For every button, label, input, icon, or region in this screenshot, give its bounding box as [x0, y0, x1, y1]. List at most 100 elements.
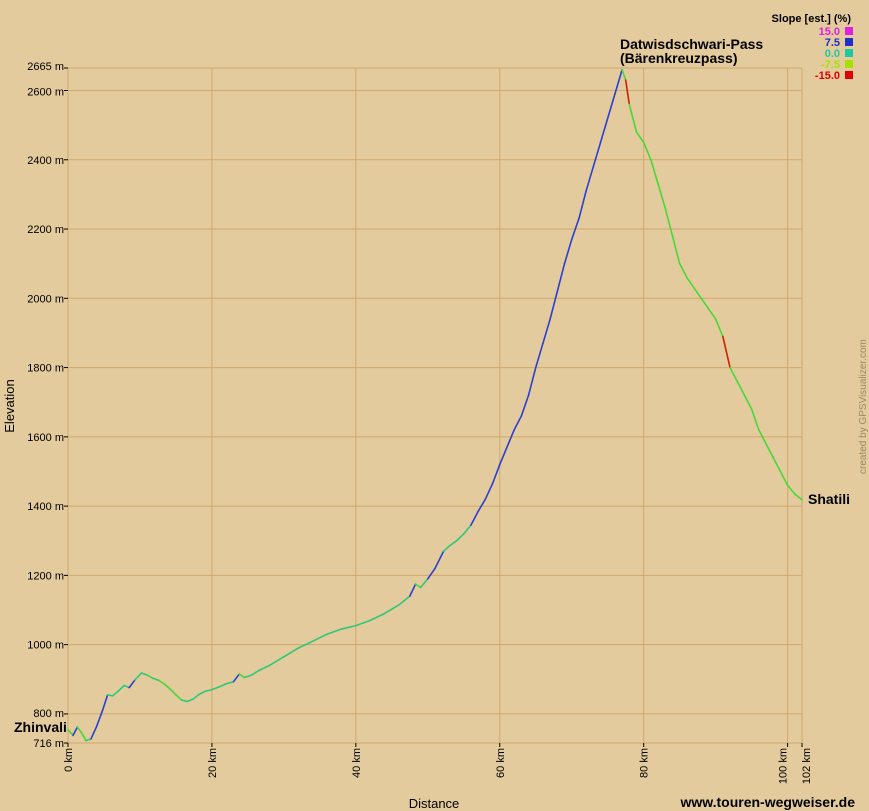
profile-segment: [624, 79, 631, 106]
profile-segment: [218, 682, 228, 688]
profile-segment: [434, 550, 445, 570]
x-tick-label: 0 km: [63, 748, 75, 772]
slope-legend-swatch: [845, 38, 853, 46]
start-label-zhinvali: Zhinvali: [14, 719, 67, 735]
profile-segment: [146, 674, 154, 680]
profile-segment: [520, 394, 530, 417]
profile-segment: [671, 235, 681, 265]
profile-segment: [491, 463, 501, 485]
profile-segment: [448, 539, 458, 547]
profile-segment: [714, 318, 724, 338]
credit-text: created by GPSVisualizer.com: [858, 339, 869, 474]
profile-segment: [67, 728, 74, 737]
profile-segment: [642, 141, 652, 161]
profile-segment: [506, 429, 515, 449]
y-tick-label: 1000 m: [27, 640, 64, 652]
profile-segment: [470, 510, 479, 526]
profile-segment: [250, 669, 260, 676]
profile-segment: [283, 647, 300, 658]
x-tick-label: 40 km: [351, 748, 363, 778]
profile-segment: [693, 287, 703, 300]
profile-segment: [606, 93, 616, 120]
profile-segment: [592, 141, 602, 168]
profile-segment: [563, 238, 573, 265]
profile-segment: [90, 725, 98, 740]
profile-segment: [794, 493, 803, 501]
x-tick-label: 80 km: [639, 748, 651, 778]
y-axis-ticks: 716 m 800 m 1000 m 1200 m 1400 m 1600 m 1800 m…: [27, 61, 68, 750]
profile-segment: [211, 686, 220, 691]
profile-segment: [442, 545, 451, 552]
slope-legend-label: 7.5: [825, 37, 840, 49]
profile-segment: [736, 380, 746, 397]
profile-segment: [765, 442, 775, 459]
profile-segment: [123, 684, 130, 689]
profile-segment: [257, 664, 271, 672]
profile-segment: [355, 619, 372, 627]
slope-legend-label: 15.0: [819, 26, 840, 38]
profile-segment: [95, 709, 104, 727]
pass-sublabel: (Bärenkreuzpass): [620, 50, 738, 66]
y-tick-label: 1200 m: [27, 570, 64, 582]
profile-segment: [192, 693, 200, 700]
end-label-shatili: Shatili: [808, 491, 850, 507]
grid-lines: [67, 67, 803, 744]
profile-segment: [152, 677, 160, 682]
slope-legend-label: -7.5: [821, 59, 840, 71]
profile-segment: [243, 674, 253, 679]
profile-segment: [340, 624, 357, 630]
y-tick-label: 2200 m: [27, 224, 64, 236]
profile-segment: [134, 672, 143, 681]
slope-legend-label: 0.0: [825, 48, 840, 60]
profile-segment: [72, 726, 79, 737]
slope-legend-label: -15.0: [815, 70, 840, 82]
profile-segment: [585, 165, 595, 192]
profile-segment: [484, 482, 494, 500]
profile-segment: [203, 688, 213, 693]
profile-segment: [76, 726, 83, 734]
x-axis-title: Distance: [409, 796, 460, 811]
profile-segment: [297, 640, 314, 649]
profile-segment: [186, 698, 195, 703]
profile-segment: [477, 498, 487, 513]
slope-legend-swatch: [845, 60, 853, 68]
y-tick-label: 800 m: [33, 708, 64, 720]
profile-segment: [614, 68, 623, 95]
profile-segment: [686, 276, 695, 289]
profile-segment: [128, 679, 136, 689]
profile-segment: [621, 68, 627, 81]
profile-segment: [175, 694, 183, 701]
profile-segment: [311, 633, 328, 642]
profile-segment: [111, 690, 120, 697]
slope-legend-swatch: [845, 27, 853, 35]
x-axis-ticks: 0 km 20 km 40 km 60 km 80 km 100 km 102 km: [63, 743, 813, 784]
profile-segment: [369, 612, 386, 622]
profile-segment: [232, 673, 241, 683]
slope-legend-swatch: [845, 71, 853, 79]
profile-segment: [140, 672, 148, 676]
profile-segment: [650, 158, 659, 185]
profile-segment: [786, 484, 796, 495]
profile-segment: [513, 415, 523, 431]
profile-segment: [498, 446, 508, 466]
profile-segment: [85, 738, 92, 742]
slope-legend-swatch: [845, 49, 853, 57]
profile-segment: [462, 524, 472, 535]
profile-segment: [729, 366, 739, 383]
profile-segment: [542, 318, 551, 345]
profile-segment: [326, 628, 343, 636]
profile-segment: [599, 117, 609, 144]
y-tick-label: 716 m: [33, 738, 64, 750]
x-tick-label: 102 km: [801, 748, 813, 784]
profile-segment: [157, 679, 166, 685]
profile-segment: [169, 688, 177, 696]
profile-segment: [664, 207, 674, 237]
y-axis-title: Elevation: [2, 379, 17, 432]
y-tick-label: 1600 m: [27, 432, 64, 444]
profile-segment: [409, 583, 417, 597]
website-label: www.touren-wegweiser.de: [679, 794, 855, 810]
profile-segment: [534, 342, 544, 369]
x-tick-label: 20 km: [207, 748, 219, 778]
profile-segment: [772, 456, 782, 473]
